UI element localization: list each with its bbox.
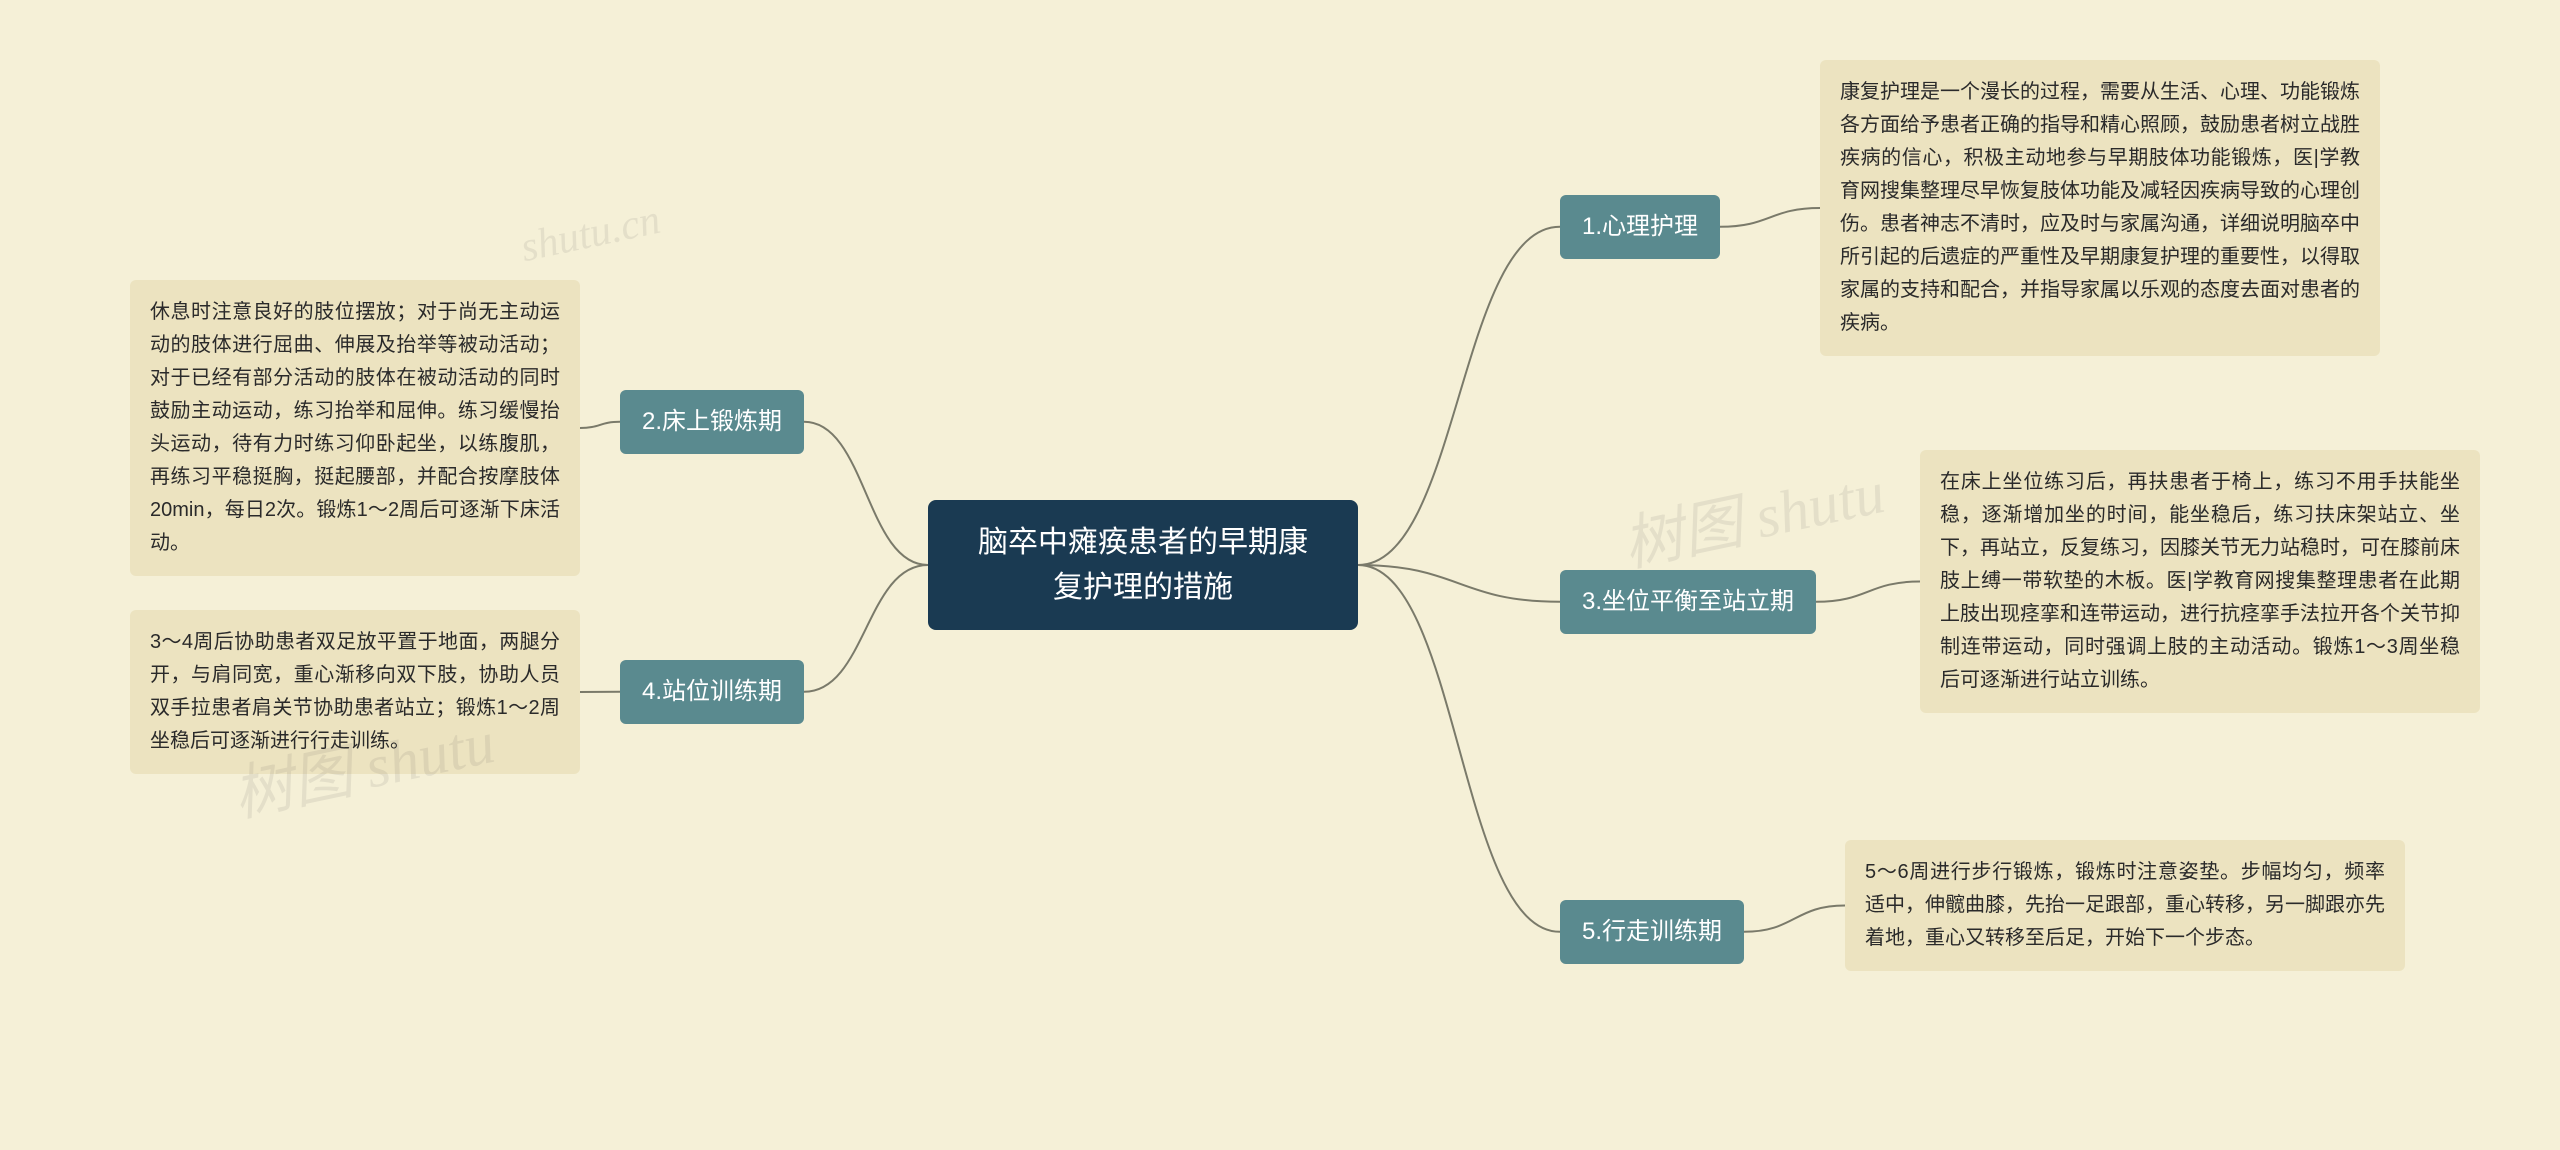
- branch-b4: 4.站位训练期: [620, 660, 804, 724]
- watermark-0: shutu.cn: [517, 196, 665, 272]
- leaf-b5: 5～6周进行步行锻炼，锻炼时注意姿垫。步幅均匀，频率适中，伸髋曲膝，先抬一足跟部…: [1845, 840, 2405, 971]
- branch-b3: 3.坐位平衡至站立期: [1560, 570, 1816, 634]
- leaf-b2: 休息时注意良好的肢位摆放；对于尚无主动运动的肢体进行屈曲、伸展及抬举等被动活动；…: [130, 280, 580, 576]
- center-node: 脑卒中瘫痪患者的早期康复护理的措施: [928, 500, 1358, 630]
- leaf-b4: 3～4周后协助患者双足放平置于地面，两腿分开，与肩同宽，重心渐移向双下肢，协助人…: [130, 610, 580, 774]
- leaf-b3: 在床上坐位练习后，再扶患者于椅上，练习不用手扶能坐稳，逐渐增加坐的时间，能坐稳后…: [1920, 450, 2480, 713]
- watermark-2: 树图 shutu: [1614, 443, 1891, 583]
- branch-b5: 5.行走训练期: [1560, 900, 1744, 964]
- branch-b1: 1.心理护理: [1560, 195, 1720, 259]
- leaf-b1: 康复护理是一个漫长的过程，需要从生活、心理、功能锻炼各方面给予患者正确的指导和精…: [1820, 60, 2380, 356]
- branch-b2: 2.床上锻炼期: [620, 390, 804, 454]
